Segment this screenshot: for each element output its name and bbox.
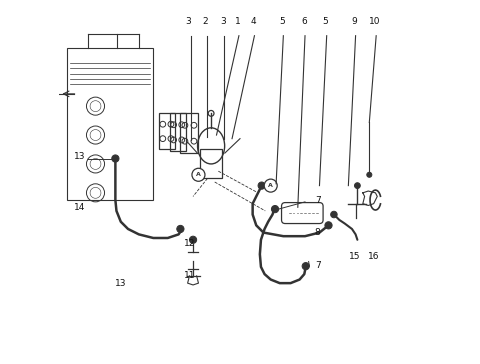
- Text: 6: 6: [301, 17, 307, 26]
- Circle shape: [264, 179, 277, 192]
- Circle shape: [325, 222, 332, 229]
- Bar: [159, 113, 175, 150]
- Text: 12: 12: [184, 239, 195, 248]
- Text: 5: 5: [323, 17, 328, 26]
- Text: 14: 14: [73, 203, 85, 212]
- Text: 13: 13: [115, 279, 127, 288]
- Circle shape: [192, 168, 205, 181]
- Circle shape: [190, 236, 197, 244]
- Text: 4: 4: [251, 17, 256, 26]
- Circle shape: [258, 182, 265, 189]
- Circle shape: [367, 172, 372, 177]
- Bar: [180, 113, 198, 153]
- Text: 15: 15: [349, 252, 360, 261]
- Bar: [200, 150, 222, 178]
- Circle shape: [271, 206, 279, 213]
- Text: 11: 11: [184, 272, 195, 280]
- Text: 7: 7: [315, 195, 321, 205]
- Text: A: A: [268, 183, 273, 188]
- Text: 2: 2: [202, 17, 208, 26]
- Circle shape: [112, 155, 119, 162]
- Circle shape: [331, 211, 337, 218]
- Circle shape: [302, 262, 309, 270]
- Circle shape: [177, 225, 184, 233]
- Text: 16: 16: [368, 252, 379, 261]
- Text: 8: 8: [315, 228, 321, 237]
- Text: 9: 9: [352, 17, 358, 26]
- Text: 10: 10: [369, 17, 380, 26]
- Bar: [67, 48, 153, 200]
- Circle shape: [355, 183, 360, 189]
- Text: A: A: [196, 172, 201, 177]
- Text: 3: 3: [220, 17, 226, 26]
- Text: 5: 5: [279, 17, 285, 26]
- Text: 1: 1: [235, 17, 240, 26]
- Text: 13: 13: [73, 152, 85, 161]
- Bar: [169, 113, 186, 151]
- Text: 3: 3: [185, 17, 191, 26]
- Text: 7: 7: [315, 261, 321, 270]
